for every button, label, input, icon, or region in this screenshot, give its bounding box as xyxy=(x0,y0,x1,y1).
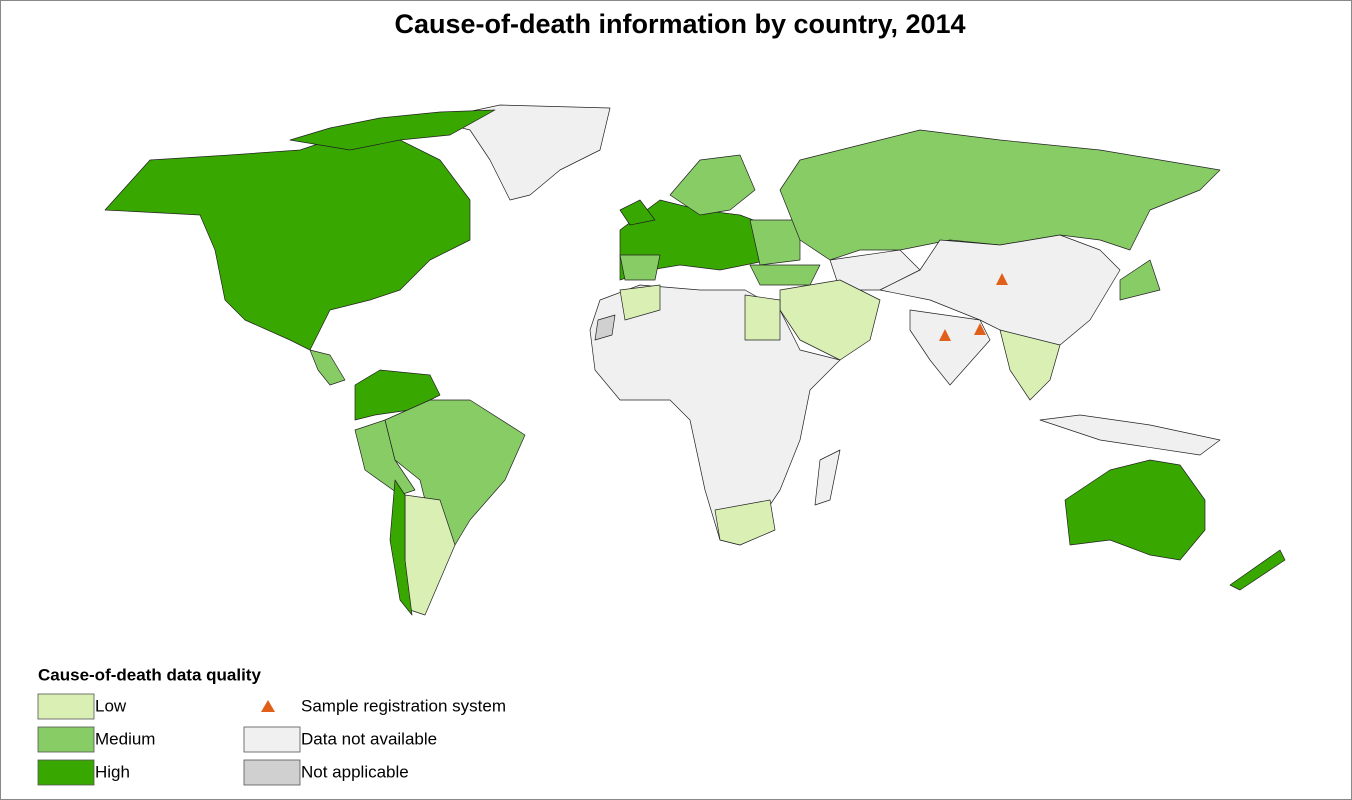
western-sahara xyxy=(594,314,616,341)
legend-label: High xyxy=(95,762,130,781)
arctic-islands xyxy=(289,109,496,151)
legend-label: Not applicable xyxy=(301,762,409,781)
india xyxy=(909,309,991,386)
north-america xyxy=(104,129,471,351)
south-africa xyxy=(714,499,776,546)
middle-east xyxy=(779,279,881,361)
title: Cause-of-death information by country, 2… xyxy=(394,9,965,39)
egypt xyxy=(744,294,781,341)
legend-title: Cause-of-death data quality xyxy=(38,665,261,684)
legend-swatch xyxy=(37,693,95,720)
brazil xyxy=(384,399,526,546)
srs-marker xyxy=(996,273,1008,285)
central-america xyxy=(309,349,346,386)
legend-label: Medium xyxy=(95,729,155,748)
legend-label: Low xyxy=(95,696,127,715)
chile xyxy=(389,479,413,616)
legend-label: Data not available xyxy=(301,729,437,748)
turkey xyxy=(749,264,821,286)
world-map xyxy=(104,104,1286,616)
legend-label: Sample registration system xyxy=(301,696,506,715)
legend-swatch xyxy=(243,726,301,753)
legend-swatch xyxy=(37,726,95,753)
greenland xyxy=(429,104,611,201)
legend-swatch xyxy=(37,759,95,786)
madagascar xyxy=(814,449,841,506)
australia xyxy=(1064,459,1206,561)
southeast-asia xyxy=(999,329,1061,401)
legend-marker xyxy=(261,700,275,712)
new-zealand xyxy=(1229,549,1286,591)
legend: Cause-of-death data quality Low Medium Hig… xyxy=(37,665,506,786)
uk xyxy=(619,199,656,226)
iberia xyxy=(619,254,661,281)
russia xyxy=(779,129,1221,261)
indonesia xyxy=(1039,414,1221,456)
srs-marker xyxy=(974,323,986,335)
legend-swatch xyxy=(243,759,301,786)
japan xyxy=(1119,259,1161,301)
eastern-europe xyxy=(749,219,801,266)
srs-marker xyxy=(939,329,951,341)
north-africa xyxy=(619,284,661,321)
scandinavia xyxy=(669,154,756,216)
